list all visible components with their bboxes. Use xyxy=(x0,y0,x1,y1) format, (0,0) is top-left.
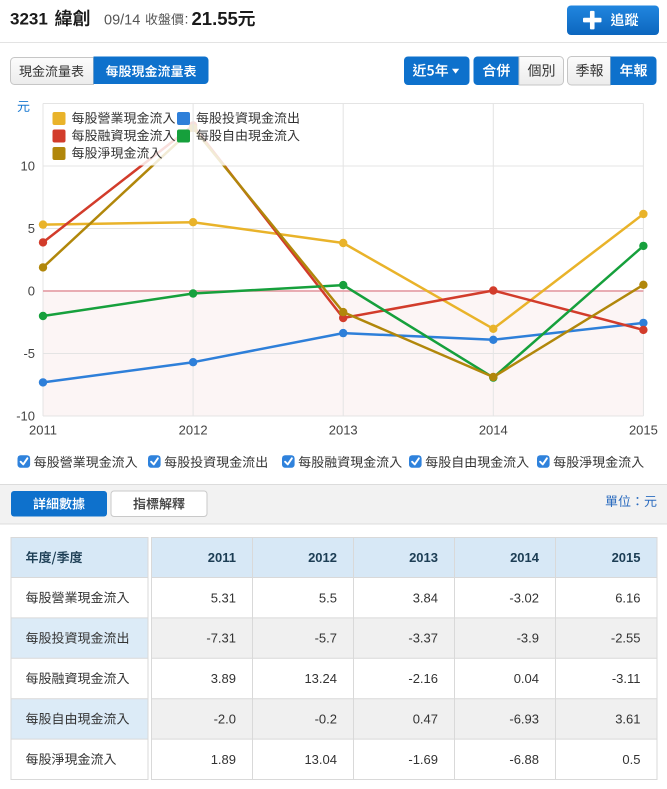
svg-text:-3.11: -3.11 xyxy=(612,671,641,686)
svg-text:2014: 2014 xyxy=(510,550,540,565)
svg-text:13.04: 13.04 xyxy=(304,752,337,767)
svg-text::: : xyxy=(185,12,189,27)
svg-text:5.5: 5.5 xyxy=(319,590,337,605)
svg-text:-0.2: -0.2 xyxy=(315,712,337,727)
svg-text:-3.37: -3.37 xyxy=(408,631,438,646)
svg-text:09/14: 09/14 xyxy=(104,13,140,29)
svg-text:3.84: 3.84 xyxy=(413,590,438,605)
svg-text:3.61: 3.61 xyxy=(615,712,640,727)
svg-text:-5: -5 xyxy=(23,346,35,361)
svg-text:-3.9: -3.9 xyxy=(517,631,539,646)
svg-text:2011: 2011 xyxy=(208,550,236,565)
svg-text:6.16: 6.16 xyxy=(615,590,640,605)
svg-text:0: 0 xyxy=(28,284,35,299)
svg-text:-7.31: -7.31 xyxy=(206,631,236,646)
svg-text:-6.93: -6.93 xyxy=(509,712,539,727)
svg-text:3.89: 3.89 xyxy=(211,671,236,686)
svg-text:-1.69: -1.69 xyxy=(408,752,438,767)
svg-text:2013: 2013 xyxy=(409,550,438,565)
svg-text:5.31: 5.31 xyxy=(211,590,236,605)
svg-text:1.89: 1.89 xyxy=(211,752,236,767)
svg-text:-5.7: -5.7 xyxy=(315,631,337,646)
svg-text:10: 10 xyxy=(21,159,35,174)
svg-text:21.55: 21.55 xyxy=(192,8,238,29)
svg-text:0.5: 0.5 xyxy=(622,752,640,767)
svg-text:2013: 2013 xyxy=(329,423,358,438)
svg-text:13.24: 13.24 xyxy=(304,671,337,686)
svg-text:-2.16: -2.16 xyxy=(408,671,438,686)
svg-text:3231: 3231 xyxy=(10,9,48,28)
svg-text:2012: 2012 xyxy=(308,550,337,565)
svg-text:2015: 2015 xyxy=(629,423,658,438)
svg-text:0.04: 0.04 xyxy=(514,671,539,686)
svg-text:2011: 2011 xyxy=(29,423,57,438)
svg-text:-2.55: -2.55 xyxy=(611,631,641,646)
svg-text:-2.0: -2.0 xyxy=(214,712,236,727)
svg-text:-6.88: -6.88 xyxy=(509,752,539,767)
svg-text:-3.02: -3.02 xyxy=(509,590,539,605)
svg-text:2015: 2015 xyxy=(612,550,641,565)
svg-text:2012: 2012 xyxy=(179,423,208,438)
svg-text:5: 5 xyxy=(28,221,35,236)
svg-text:-10: -10 xyxy=(16,409,35,424)
svg-text:0.47: 0.47 xyxy=(413,712,438,727)
svg-text:2014: 2014 xyxy=(479,423,508,438)
